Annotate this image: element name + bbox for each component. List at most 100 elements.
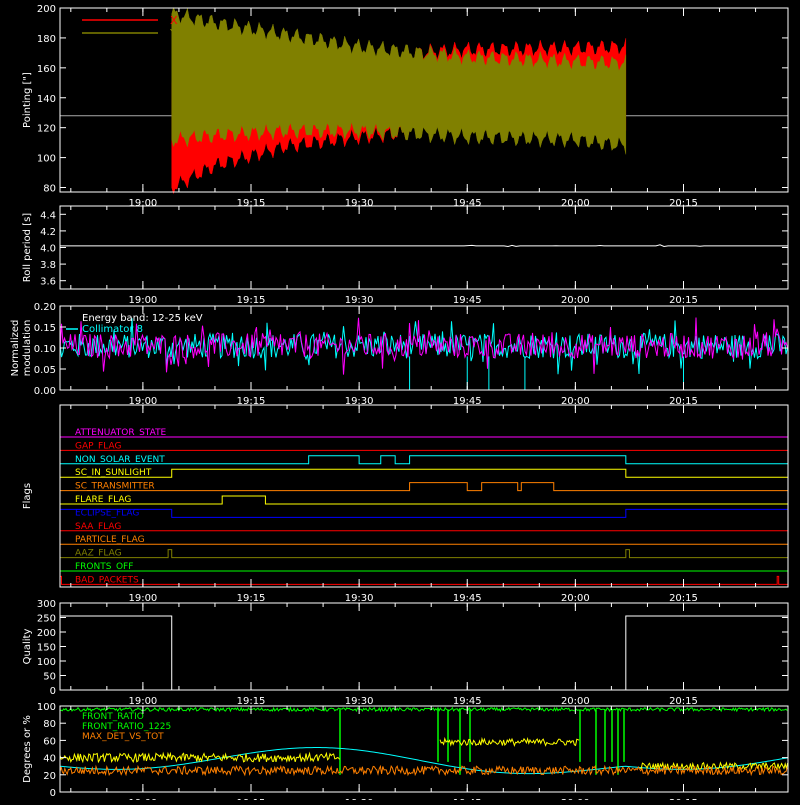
flag-label-fronts-off: FRONTS_OFF [75,562,133,572]
degrees-yellow-line-3 [639,761,789,771]
panel-2-ytick-label-1: 0.05 [34,365,56,376]
quality-step-line [60,615,788,691]
panel-3-time-label-0: 19:00 [128,593,157,604]
panel-0-ylabel: Pointing ["] [22,72,33,128]
panel-2-time-label-3: 19:45 [453,396,482,407]
degrees-yellow-line-2 [439,736,580,747]
flag-line-sc-in-sunlight [60,468,788,478]
flag-label-sc-transmitter: SC_TRANSMITTER [75,482,155,492]
panel-4-ytick-label-3: 150 [37,643,56,654]
panel-2-ytick-label-2: 0.10 [34,344,56,355]
degrees-legend-label-0: FRONT_RATIO [82,712,144,722]
panel-2-time-label-0: 19:00 [128,396,157,407]
panel-4-time-label-2: 19:30 [345,696,374,707]
panel-1-ytick-label-3: 4.2 [40,227,56,238]
flag-line-bad-packets [59,575,788,585]
flag-line-sc-transmitter [60,482,788,492]
flag-label-aaz-flag: AAZ_FLAG [75,549,122,559]
panel-5-ytick-label-0: 0 [50,788,56,799]
panel-3-time-label-1: 19:15 [237,593,266,604]
panel-2-time-label-5: 20:15 [669,396,698,407]
degrees-legend-label-2: MAX_DET_VS_TOT [82,732,164,742]
panel-5-ytick-label-3: 60 [43,736,56,747]
panel-2-ylabel-line1: Normalized [10,320,21,377]
flag-label-saa-flag: SAA_FLAG [75,522,121,532]
panel-3-time-label-3: 19:45 [453,593,482,604]
panel-2-ytick-label-0: 0.00 [34,386,56,397]
panel-4-ytick-label-4: 200 [37,628,56,639]
panel-4-ytick-label-6: 300 [37,599,56,610]
panel-5-frame [59,705,789,793]
panel-1-time-label-2: 19:30 [345,295,374,306]
panel-4-time-label-4: 20:00 [561,696,590,707]
flag-label-bad-packets: BAD_PACKETS [75,575,139,585]
panel-1-ytick-label-4: 4.4 [40,210,56,221]
panel-1-frame [59,205,789,290]
panel-3-time-label-2: 19:30 [345,593,374,604]
panel-1-time-label-5: 20:15 [669,295,698,306]
panel-4-time-label-5: 20:15 [669,696,698,707]
panel-0-time-label-1: 19:15 [237,198,266,209]
panel-0-time-label-5: 20:15 [669,198,698,209]
panel-2-time-label-1: 19:15 [237,396,266,407]
flag-label-particle-flag: PARTICLE_FLAG [75,535,145,545]
panel-5-ytick-label-4: 80 [43,719,56,730]
panel-0-ytick-label-3: 140 [37,94,56,105]
panel-1-time-label-1: 19:15 [237,295,266,306]
panel-2-time-label-2: 19:30 [345,396,374,407]
flag-label-flare-flag: FLARE_FLAG [75,495,131,505]
panel-2-time-label-4: 20:00 [561,396,590,407]
panel-4-ytick-label-5: 250 [37,614,56,625]
panel-0-ytick-label-5: 180 [37,34,56,45]
panel-0-time-label-3: 19:45 [453,198,482,209]
flag-line-aaz-flag [60,549,788,559]
panel-4-ytick-label-0: 0 [50,686,56,697]
panel-4-ytick-label-1: 50 [43,672,56,683]
degrees-max-det-line [59,764,788,777]
panel-4-ytick-label-2: 100 [37,657,56,668]
panel-1-ytick-label-0: 3.6 [40,277,56,288]
panel-2-ytick-label-4: 0.20 [34,302,56,313]
degrees-yellow-line-1 [59,751,340,764]
panel-3-frame [59,404,789,588]
flag-label-eclipse-flag: ECLIPSE_FLAG [75,508,139,518]
panel-1-time-label-0: 19:00 [128,295,157,306]
modulation-legend-label-1: Collimator 8 [82,324,143,335]
panel-0-ytick-label-2: 120 [37,124,56,135]
degrees-legend-label-1: FRONT_RATIO_1225 [82,722,171,732]
panel-1-ytick-label-2: 4.0 [40,244,56,255]
panel-1-ylabel: Roll period [s] [22,213,33,282]
panel-0-ytick-label-4: 160 [37,64,56,75]
panel-5-ytick-label-2: 40 [43,754,56,765]
panel-5-ylabel: Degrees or % [22,715,33,783]
panel-1-ytick-label-1: 3.8 [40,260,56,271]
panel-4-time-label-3: 19:45 [453,696,482,707]
panel-2-ytick-label-3: 0.15 [34,323,56,334]
flag-label-attenuator-state: ATTENUATOR_STATE [75,428,167,438]
panel-3-ylabel: Flags [22,483,33,509]
pointing-legend-label-Y: Y [169,27,177,40]
panel-4-time-label-0: 19:00 [128,696,157,707]
panel-5-ytick-label-1: 20 [43,771,56,782]
panel-0-ytick-label-0: 80 [43,184,56,195]
modulation-legend-label-0: Energy band: 12-25 keV [82,313,203,324]
panel-2-ylabel-line2: modulation [22,320,33,377]
panel-3-time-label-4: 20:00 [561,593,590,604]
flag-line-flare-flag [60,495,788,505]
panel-4-ylabel: Quality [22,629,33,665]
panel-1-time-label-3: 19:45 [453,295,482,306]
flag-line-non-solar-event [60,455,788,465]
roll-period-line [60,244,788,247]
panel-0-frame [59,7,789,193]
panel-0-time-label-2: 19:30 [345,198,374,209]
modulation-noise-magenta [59,317,788,375]
flag-line-eclipse-flag [59,508,789,518]
panel-0-time-label-4: 20:00 [561,198,590,209]
panel-1-time-label-4: 20:00 [561,295,590,306]
flag-label-non-solar-event: NON_SOLAR_EVENT [75,455,165,465]
panel-5-ytick-label-5: 100 [37,702,56,713]
flag-label-gap-flag: GAP_FLAG [75,441,121,451]
panel-3-time-label-5: 20:15 [669,593,698,604]
flag-label-sc-in-sunlight: SC_IN_SUNLIGHT [75,468,152,478]
